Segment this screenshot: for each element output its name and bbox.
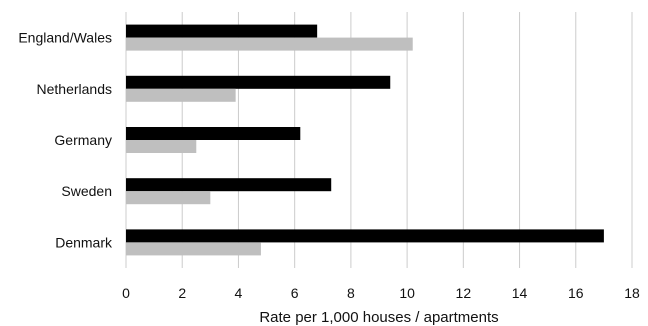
bar-series-1 [126, 127, 301, 140]
x-tick-label: 12 [456, 285, 472, 301]
bar-series-1 [126, 75, 391, 89]
x-tick-label: 0 [122, 285, 130, 301]
bar-series-2 [126, 242, 261, 256]
x-axis-title: Rate per 1,000 houses / apartments [259, 309, 498, 326]
x-tick-label: 14 [512, 285, 528, 301]
category-label: Sweden [61, 183, 112, 199]
x-tick-label: 16 [568, 285, 584, 301]
grid-lines [125, 12, 633, 268]
bar-series-1 [126, 229, 604, 243]
category-label: Denmark [55, 234, 113, 250]
bar-series-1 [126, 24, 318, 38]
bar-series-2 [126, 140, 197, 153]
x-tick-label: 4 [235, 285, 243, 301]
x-tick-labels: 0 2 4 6 8 10 12 14 16 18 [122, 285, 640, 301]
bar-series-2 [126, 88, 236, 102]
x-tick-label: 10 [399, 285, 415, 301]
x-tick-label: 6 [291, 285, 299, 301]
x-tick-label: 8 [347, 285, 355, 301]
bars [126, 24, 604, 256]
category-labels: England/Wales Netherlands Germany Sweden Den… [18, 30, 113, 251]
category-label: Germany [54, 132, 112, 148]
bar-series-1 [126, 178, 332, 192]
bar-series-2 [126, 191, 211, 205]
category-label: England/Wales [18, 30, 112, 46]
x-tick-label: 18 [624, 285, 640, 301]
bar-series-2 [126, 37, 413, 51]
category-label: Netherlands [37, 81, 113, 97]
x-tick-label: 2 [178, 285, 186, 301]
